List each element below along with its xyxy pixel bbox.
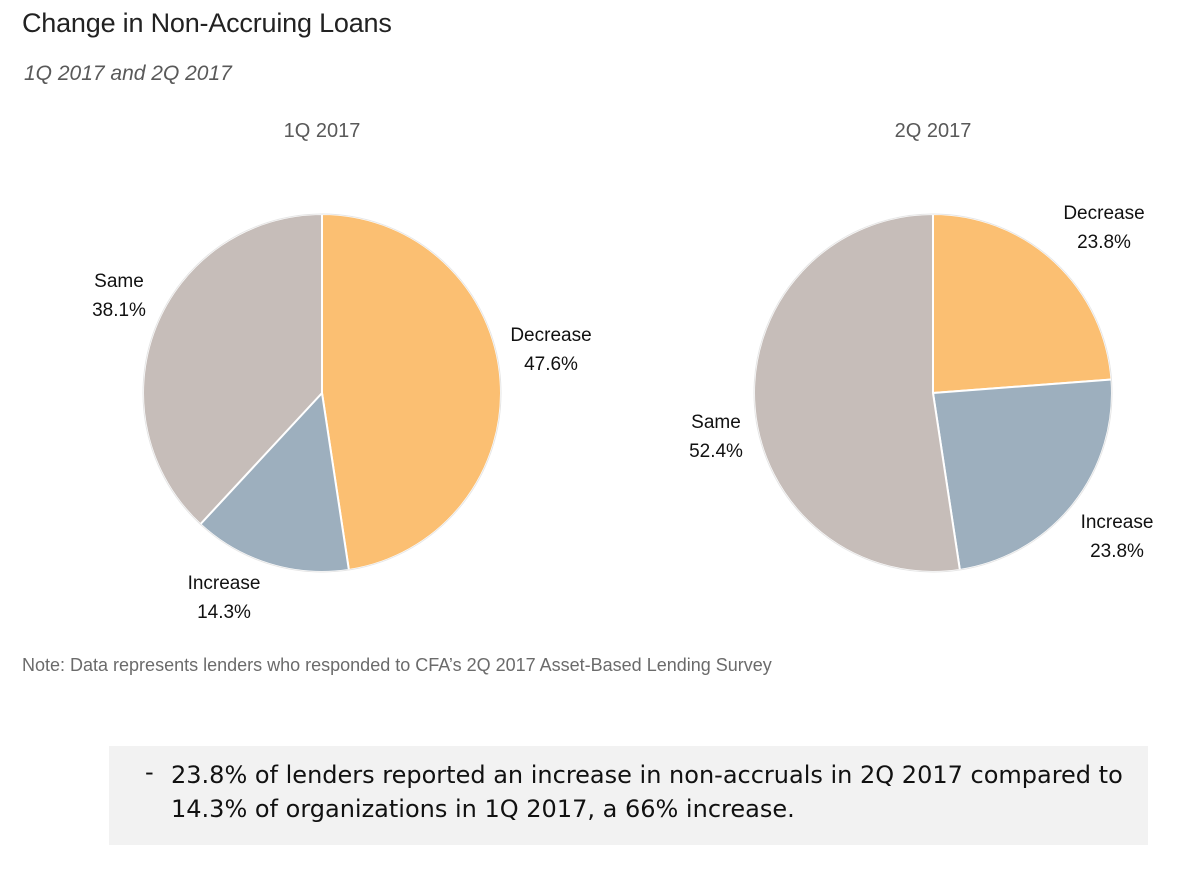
pie2-outline [753,213,1113,573]
footnote: Note: Data represents lenders who respon… [22,655,772,675]
pie-title-1q-2017: 1Q 2017 [283,120,361,142]
callout-text: 23.8% of lenders reported an increase in… [171,761,1123,823]
pie2-same-label: Same 52.4% [636,408,796,466]
chart-subtitle: 1Q 2017 and 2Q 2017 [24,62,232,85]
pie-title-2q-2017: 2Q 2017 [894,120,972,142]
pie2-decrease-name: Decrease [1063,203,1145,224]
pie1-decrease-slice [321,212,502,572]
pie2-increase-value: 23.8% [1090,541,1144,562]
pie2-same-slice [753,212,962,573]
chart-title: Change in Non-Accruing Loans [22,8,392,38]
pie1-increase-label: Increase 14.3% [144,569,304,627]
pie1-decrease-value: 47.6% [524,354,578,375]
pie1-decrease-name: Decrease [510,325,592,346]
pie1-same-value: 38.1% [92,300,146,321]
pie2-increase-name: Increase [1080,512,1154,533]
callout-box: - 23.8% of lenders reported an increase … [109,746,1148,845]
pie1-increase-name: Increase [187,573,261,594]
pie2-increase-label: Increase 23.8% [1037,508,1190,566]
pie2-same-value: 52.4% [689,441,743,462]
pie2-decrease-label: Decrease 23.8% [1024,199,1184,257]
pie1-increase-value: 14.3% [197,602,251,623]
pie1-decrease-label: Decrease 47.6% [471,321,631,379]
pie2-same-name: Same [691,412,741,433]
pie1-same-label: Same 38.1% [39,267,199,325]
pie1-outline [142,213,502,573]
bullet-dash: - [145,758,154,786]
pie1-same-name: Same [94,271,144,292]
pie2-decrease-value: 23.8% [1077,232,1131,253]
